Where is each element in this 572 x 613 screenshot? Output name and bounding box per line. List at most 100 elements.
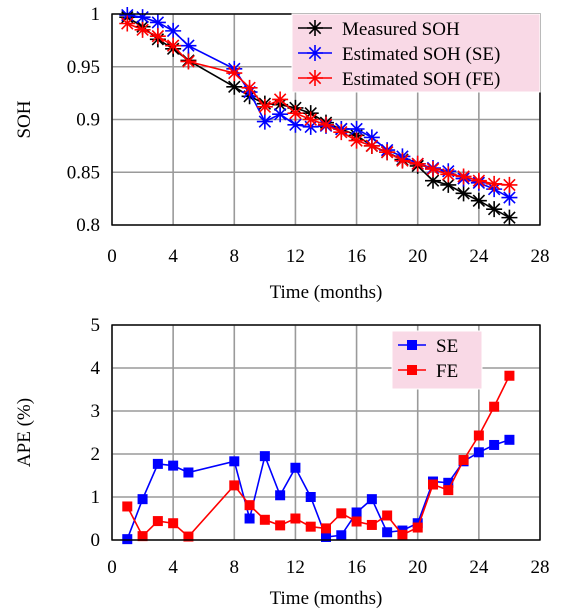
data-point — [275, 490, 286, 501]
y-tick-label: 5 — [91, 315, 101, 336]
data-point — [379, 144, 396, 161]
data-point — [275, 520, 286, 531]
data-point — [336, 530, 347, 541]
x-tick-label: 0 — [107, 246, 117, 267]
data-point — [272, 91, 289, 108]
data-point — [168, 460, 179, 471]
data-point — [122, 534, 133, 545]
data-point — [501, 189, 518, 206]
y-tick-label: 0 — [91, 530, 101, 551]
y-axis-label: SOH — [14, 100, 35, 138]
legend-label: Estimated SOH (SE) — [342, 44, 500, 65]
x-tick-label: 4 — [168, 557, 178, 578]
data-point — [394, 152, 411, 169]
data-point — [504, 434, 515, 445]
data-point — [259, 514, 270, 525]
data-point — [336, 508, 347, 519]
data-point — [149, 28, 166, 45]
data-point — [134, 9, 151, 26]
data-point — [382, 510, 393, 521]
data-point — [443, 477, 454, 488]
legend: Measured SOH Estimated SOH (SE) Estimated … — [291, 13, 541, 93]
data-point — [290, 462, 301, 473]
legend-marker — [307, 45, 323, 61]
data-point — [473, 430, 484, 441]
data-point — [180, 53, 197, 70]
data-point — [321, 531, 331, 542]
data-point — [473, 447, 484, 458]
data-point — [149, 14, 166, 31]
data-point — [366, 519, 377, 530]
data-point — [443, 485, 454, 496]
data-point — [409, 155, 426, 172]
data-point — [489, 439, 500, 450]
data-point — [397, 529, 408, 540]
data-point — [501, 209, 518, 226]
data-point — [440, 166, 457, 183]
data-point — [305, 521, 316, 532]
data-point — [302, 111, 319, 128]
data-point — [287, 105, 304, 122]
data-point — [229, 480, 240, 491]
y-tick-label: 4 — [91, 358, 101, 379]
y-tick-label: 3 — [91, 401, 101, 422]
legend-entry: Estimated SOH (FE) — [298, 69, 500, 90]
legend-marker — [407, 340, 417, 350]
x-axis-label: Time (months) — [270, 588, 383, 609]
y-tick-label: 0.95 — [67, 57, 100, 78]
legend: SE FE — [391, 330, 483, 390]
legend-entry: FE — [398, 361, 458, 382]
x-tick-label: 24 — [469, 557, 489, 578]
series-3 — [119, 15, 518, 193]
data-point — [321, 523, 331, 534]
data-point — [486, 175, 503, 192]
data-point — [180, 37, 197, 54]
data-point — [226, 65, 243, 82]
x-tick-label: 8 — [230, 557, 240, 578]
data-point — [259, 451, 270, 462]
data-point — [305, 492, 316, 502]
y-tick-label: 2 — [91, 444, 101, 465]
data-point — [470, 172, 487, 189]
data-point — [440, 176, 457, 193]
y-tick-label: 0.9 — [76, 110, 100, 131]
data-point — [152, 458, 163, 469]
data-point — [183, 531, 194, 542]
x-tick-label: 16 — [347, 246, 366, 267]
x-tick-label: 28 — [531, 246, 550, 267]
data-point — [226, 78, 243, 95]
data-point — [256, 113, 273, 130]
data-point — [363, 137, 380, 154]
series-1 — [122, 434, 515, 545]
data-point — [486, 201, 503, 218]
data-point — [425, 172, 441, 189]
data-point — [351, 507, 362, 518]
data-point — [256, 98, 273, 115]
data-point — [501, 176, 518, 193]
data-point — [168, 518, 179, 529]
legend-label: Measured SOH — [342, 19, 460, 40]
legend-label: Estimated SOH (FE) — [342, 69, 500, 90]
data-point — [244, 500, 255, 511]
legend-marker — [407, 365, 417, 375]
y-tick-label: 0.85 — [67, 162, 100, 183]
data-point — [351, 516, 362, 527]
data-point — [119, 7, 136, 24]
x-tick-label: 20 — [408, 246, 427, 267]
data-point — [165, 22, 182, 39]
legend-entry: Estimated SOH (SE) — [298, 44, 500, 65]
data-point — [489, 401, 500, 412]
data-point — [229, 456, 240, 467]
data-point — [241, 79, 258, 96]
data-point — [318, 116, 334, 133]
x-tick-label: 12 — [286, 246, 305, 267]
data-point — [428, 479, 438, 490]
data-point — [455, 168, 472, 185]
data-point — [165, 37, 182, 54]
data-point — [287, 116, 304, 133]
data-point — [290, 513, 301, 524]
y-axis-label: APE (%) — [14, 398, 35, 467]
y-tick-label: 1 — [91, 4, 101, 25]
y-tick-label: 0.8 — [76, 215, 100, 236]
